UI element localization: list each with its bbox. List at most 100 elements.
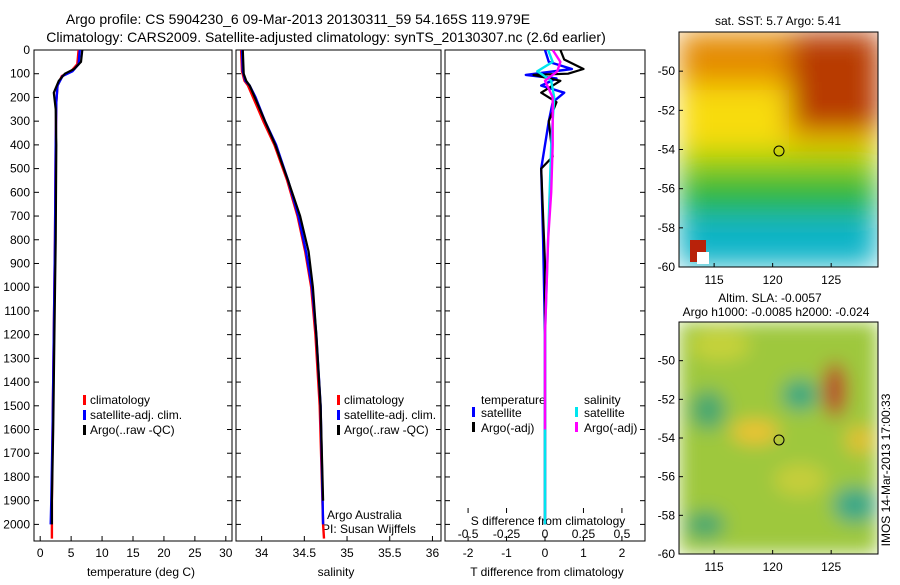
depth-tick-label: 0 — [23, 43, 30, 57]
salinity-xtick-label: 34.5 — [293, 546, 317, 560]
sst-argo-marker — [773, 145, 785, 157]
sla-map — [678, 321, 879, 555]
legend-label-argo: Argo(..raw -QC) — [344, 423, 429, 437]
sla-map-xtick-label: 125 — [821, 560, 841, 574]
depth-tick-label: 300 — [10, 114, 30, 128]
depth-tick-label: 1500 — [3, 399, 30, 413]
sst-map-ytick-label: -50 — [658, 64, 676, 78]
argo-australia-label: Argo Australia — [327, 508, 402, 522]
legend-label-argo: Argo(..raw -QC) — [90, 423, 175, 437]
title-line-1: Argo profile: CS 5904230_6 09-Mar-2013 2… — [66, 11, 530, 27]
depth-tick-label: 800 — [10, 233, 30, 247]
depth-tick-label: 1600 — [3, 423, 30, 437]
depth-tick-label: 400 — [10, 138, 30, 152]
legend-label-t-argo: Argo(-adj) — [481, 421, 534, 435]
salinity-series-line-1 — [240, 50, 325, 525]
salinity-xtick-label: 36 — [426, 546, 440, 560]
legend-label-satellite: satellite-adj. clim. — [90, 408, 182, 422]
sst-map-ytick-label: -52 — [658, 103, 676, 117]
sst-map-title: sat. SST: 5.7 Argo: 5.41 — [715, 14, 841, 28]
depth-tick-label: 100 — [10, 67, 30, 81]
legend-swatch-t-satellite — [472, 407, 475, 417]
depth-tick-label: 1200 — [3, 328, 30, 342]
salinity-series-line-2 — [241, 50, 325, 501]
legend-swatch-satellite — [337, 410, 340, 420]
difference-top-tick-label: 0 — [542, 527, 549, 541]
difference-xtick-label: 0 — [542, 546, 549, 560]
sla-map-title-2: Argo h1000: -0.0085 h2000: -0.024 — [683, 305, 870, 319]
legend-label-satellite: satellite-adj. clim. — [344, 408, 436, 422]
difference-legend: temperature salinity satellite Argo(-adj… — [472, 393, 637, 435]
sla-map-ytick-label: -52 — [658, 392, 676, 406]
sst-map-ytick-label: -58 — [658, 221, 676, 235]
salinity-xtick-label: 35.5 — [378, 546, 402, 560]
difference-series-line-3 — [543, 50, 562, 430]
temperature-xtick-label: 30 — [219, 546, 233, 560]
sla-map-ytick-label: -58 — [658, 508, 676, 522]
sla-map-ytick-label: -60 — [658, 547, 676, 561]
temperature-xtick-label: 0 — [37, 546, 44, 560]
salinity-legend: climatology satellite-adj. clim. Argo(..… — [337, 393, 436, 437]
sst-map-xtick-label: 125 — [821, 273, 841, 287]
temperature-xtick-label: 20 — [157, 546, 171, 560]
imos-timestamp: IMOS 14-Mar-2013 17:00:33 — [879, 393, 893, 546]
difference-xtick-label: 2 — [619, 546, 626, 560]
sst-map-ytick-label: -60 — [658, 260, 676, 274]
difference-series-line-1 — [532, 50, 585, 525]
depth-tick-label: 1700 — [3, 446, 30, 460]
legend-header-salinity: salinity — [584, 393, 621, 407]
legend-swatch-t-argo — [472, 422, 475, 432]
difference-xtick-label: -1 — [501, 546, 512, 560]
legend-label-climatology: climatology — [344, 393, 404, 407]
depth-tick-label: 1900 — [3, 494, 30, 508]
temperature-legend: climatology satellite-adj. clim. Argo(..… — [83, 393, 182, 437]
temperature-xtick-label: 10 — [95, 546, 109, 560]
sla-map-title-1: Altim. SLA: -0.0057 — [718, 291, 822, 305]
depth-tick-label: 600 — [10, 185, 30, 199]
depth-tick-label: 700 — [10, 209, 30, 223]
difference-xlabel: T difference from climatology — [470, 565, 624, 579]
pi-label: PI: Susan Wijffels — [322, 522, 416, 536]
sla-map-ytick-label: -50 — [658, 354, 676, 368]
temperature-xtick-label: 5 — [68, 546, 75, 560]
sst-map-xtick-label: 120 — [763, 273, 783, 287]
difference-top-tick-label: -0.5 — [458, 527, 479, 541]
salinity-xlabel: salinity — [318, 565, 355, 579]
depth-tick-label: 2000 — [3, 517, 30, 531]
difference-top-tick-label: -0.25 — [493, 527, 521, 541]
difference-xtick-label: 1 — [580, 546, 587, 560]
depth-tick-label: 1100 — [4, 304, 30, 318]
sla-map-xtick-label: 120 — [763, 560, 783, 574]
difference-xlabel-top: S difference from climatology — [471, 514, 626, 528]
depth-tick-label: 1300 — [3, 351, 30, 365]
salinity-xtick-label: 35 — [340, 546, 354, 560]
depth-tick-label: 1000 — [3, 280, 30, 294]
title-line-2: Climatology: CARS2009. Satellite-adjuste… — [46, 29, 606, 45]
sla-map-ytick-label: -54 — [658, 431, 676, 445]
sla-map-ytick-label: -56 — [658, 470, 676, 484]
legend-swatch-s-satellite — [575, 407, 578, 417]
sst-map-ytick-label: -54 — [658, 143, 676, 157]
depth-tick-label: 200 — [10, 90, 30, 104]
sst-map — [678, 31, 879, 268]
sla-map-xtick-label: 115 — [705, 560, 724, 574]
salinity-xtick-label: 34 — [255, 546, 269, 560]
legend-label-s-argo: Argo(-adj) — [584, 421, 637, 435]
temperature-series-line-2 — [50, 50, 84, 525]
legend-swatch-satellite — [83, 410, 86, 420]
depth-tick-label: 1800 — [3, 470, 30, 484]
temperature-panel — [33, 49, 233, 542]
legend-swatch-argo — [83, 425, 86, 435]
depth-tick-label: 500 — [10, 162, 30, 176]
legend-label-climatology: climatology — [90, 393, 150, 407]
difference-top-tick-label: 0.25 — [572, 527, 596, 541]
legend-label-s-satellite: satellite — [584, 406, 625, 420]
temperature-xtick-label: 25 — [188, 546, 202, 560]
temperature-xtick-label: 15 — [126, 546, 140, 560]
depth-tick-label: 900 — [10, 256, 30, 270]
temperature-xlabel: temperature (deg C) — [87, 565, 195, 579]
sla-argo-marker — [773, 434, 785, 446]
legend-swatch-climatology — [83, 395, 86, 405]
legend-swatch-s-argo — [575, 422, 578, 432]
